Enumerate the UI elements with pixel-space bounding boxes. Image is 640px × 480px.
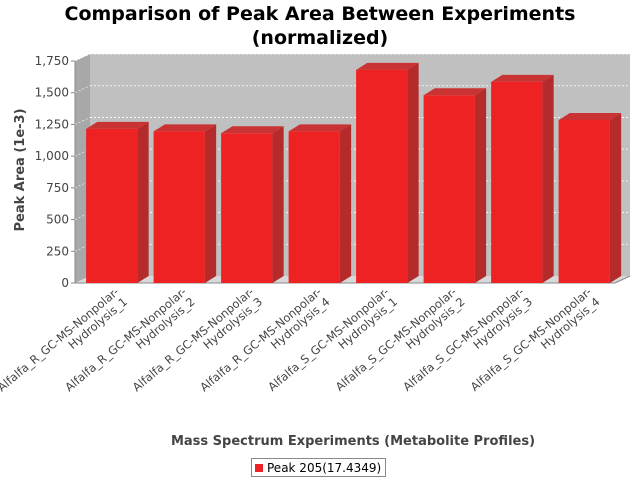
floor-edge — [614, 275, 631, 284]
bar — [491, 74, 554, 283]
bar-top — [558, 112, 622, 120]
gridline-side — [74, 117, 91, 125]
y-tick-label: 500 — [46, 213, 69, 227]
y-tick-label: 750 — [46, 181, 69, 195]
bar — [221, 126, 284, 284]
bar-top — [221, 126, 284, 134]
bar-side — [542, 74, 554, 283]
y-tick-label: 250 — [46, 244, 69, 258]
bar-front — [86, 128, 138, 283]
legend-swatch — [255, 463, 263, 472]
bar — [558, 112, 622, 283]
bar-side — [474, 88, 487, 283]
bar — [153, 124, 217, 283]
chart-title: Comparison of Peak Area Between Experime… — [0, 2, 640, 50]
bar-top — [491, 74, 554, 82]
legend: Peak 205(17.4349) — [251, 458, 387, 477]
bar-series — [86, 62, 622, 284]
legend-label: Peak 205(17.4349) — [267, 460, 382, 475]
gridline-side — [74, 85, 91, 93]
y-tick-label: 1,500 — [35, 86, 69, 100]
bar-top — [423, 88, 487, 96]
y-tick-label: 1,250 — [35, 117, 69, 131]
bar-front — [558, 119, 610, 283]
bar-front — [221, 133, 273, 283]
bar-side — [137, 121, 149, 284]
y-axis-label: Peak Area (1e-3) — [13, 108, 28, 231]
bar-side — [609, 112, 622, 283]
x-axis: Alfalfa_R_GC-MS-Nonpolar-Hydrolysis_1Alf… — [0, 285, 603, 395]
bar — [86, 121, 149, 284]
bar-side — [204, 124, 217, 283]
bar-front — [288, 131, 340, 283]
bar-side — [339, 124, 352, 283]
bar-top — [288, 124, 352, 132]
bar-side — [407, 62, 419, 283]
y-tick-label: 1,000 — [35, 149, 69, 163]
chart-title-line-1: Comparison of Peak Area Between Experime… — [64, 3, 576, 25]
y-tick-label: 0 — [61, 276, 69, 290]
bar-front — [491, 81, 543, 283]
bar-side — [272, 126, 284, 284]
bar-front — [153, 131, 205, 283]
chart-title-line-2: (normalized) — [251, 27, 389, 49]
bar-top — [86, 121, 149, 129]
bar — [423, 88, 487, 283]
bar-top — [153, 124, 217, 132]
bar-front — [356, 69, 408, 283]
gridline-side — [74, 53, 91, 62]
y-axis: 0 250 500 750 1,000 1,250 1,500 1,750 — [35, 54, 75, 290]
y-tick-label: 1,750 — [35, 54, 69, 68]
bar-top — [356, 62, 419, 70]
bar — [356, 62, 419, 283]
x-axis-label: Mass Spectrum Experiments (Metabolite Pr… — [171, 434, 535, 449]
bar — [288, 124, 352, 283]
bar-front — [423, 95, 475, 283]
